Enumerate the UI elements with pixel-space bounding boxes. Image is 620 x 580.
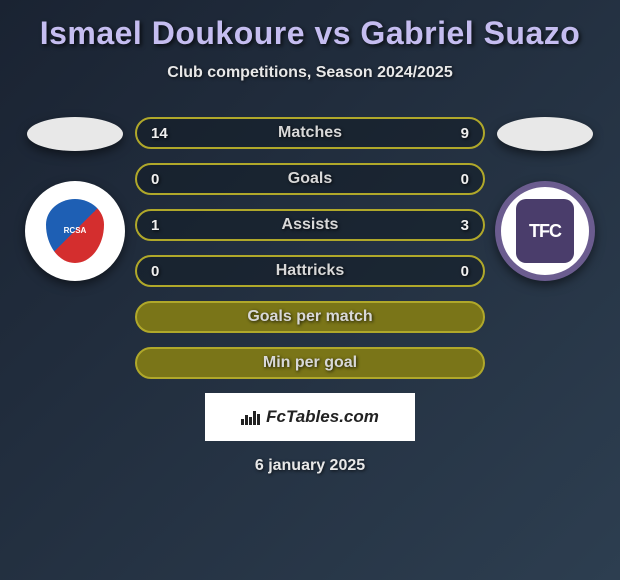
stat-bar-min-per-goal: Min per goal [135, 347, 485, 379]
club-badge-left: RCSA [25, 181, 125, 281]
club-badge-right: TFC [495, 181, 595, 281]
right-column: TFC [485, 117, 605, 281]
stat-label: Assists [282, 216, 339, 234]
stat-label: Goals [288, 170, 332, 188]
footer-brand-text: FcTables.com [266, 407, 379, 427]
stat-bar-matches: 14 Matches 9 [135, 117, 485, 149]
footer-brand: FcTables.com [205, 393, 415, 441]
stat-left-value: 1 [151, 217, 159, 234]
stat-label: Matches [278, 124, 342, 142]
stat-label: Goals per match [247, 308, 372, 326]
left-column: RCSA [15, 117, 135, 281]
date: 6 january 2025 [255, 457, 365, 475]
stat-right-value: 0 [461, 171, 469, 188]
stat-left-value: 0 [151, 171, 159, 188]
stat-bar-goals-per-match: Goals per match [135, 301, 485, 333]
stat-label: Min per goal [263, 354, 357, 372]
club-shield-right: TFC [516, 199, 574, 263]
chart-icon [241, 409, 260, 425]
stats-column: 14 Matches 9 0 Goals 0 1 Assists 3 0 Hattricks 0 Goa… [135, 117, 485, 379]
stat-left-value: 0 [151, 263, 159, 280]
subtitle: Club competitions, Season 2024/2025 [167, 64, 452, 82]
stat-label: Hattricks [276, 262, 344, 280]
club-shield-left: RCSA [46, 199, 104, 263]
stat-bar-goals: 0 Goals 0 [135, 163, 485, 195]
player-left-ellipse [27, 117, 123, 151]
stat-bar-assists: 1 Assists 3 [135, 209, 485, 241]
stat-bar-hattricks: 0 Hattricks 0 [135, 255, 485, 287]
stat-right-value: 0 [461, 263, 469, 280]
main-area: RCSA 14 Matches 9 0 Goals 0 1 Assists 3 0 Hattrick… [0, 117, 620, 379]
stat-right-value: 3 [461, 217, 469, 234]
page-title: Ismael Doukoure vs Gabriel Suazo [40, 15, 581, 52]
stat-right-value: 9 [461, 125, 469, 142]
comparison-card: Ismael Doukoure vs Gabriel Suazo Club co… [0, 0, 620, 475]
player-right-ellipse [497, 117, 593, 151]
stat-left-value: 14 [151, 125, 168, 142]
